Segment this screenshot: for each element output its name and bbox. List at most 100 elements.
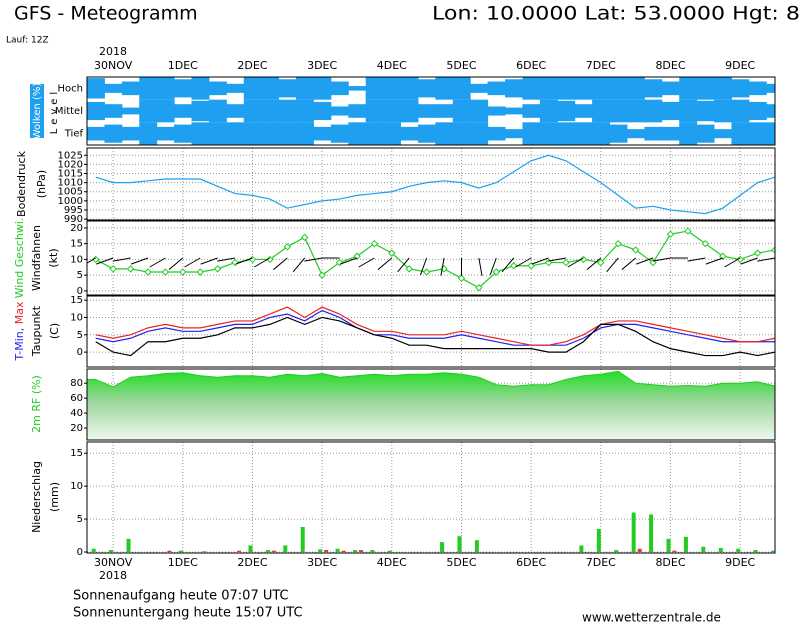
y-tick-label: 80 xyxy=(70,378,83,389)
marker xyxy=(753,249,762,257)
cloud-label: Wolken (%) xyxy=(32,83,43,140)
cloud-cover xyxy=(505,107,523,115)
cloud-cover xyxy=(731,79,750,98)
bar xyxy=(370,550,375,553)
cloud-cover xyxy=(383,122,402,145)
y-tick-label: 1000 xyxy=(58,196,83,207)
cloud-cover xyxy=(470,83,489,93)
bar xyxy=(777,550,781,552)
cloud-cover xyxy=(487,126,506,141)
cloud-cover xyxy=(661,126,680,141)
wind-barb xyxy=(235,257,253,265)
cloud-cover xyxy=(261,122,280,145)
dew-label: Taupunkt xyxy=(30,305,43,357)
wind-barb xyxy=(440,257,445,276)
cloud-cover xyxy=(574,104,593,118)
cloud-cover xyxy=(121,126,140,141)
cloud-cover xyxy=(644,79,663,98)
wind-barb xyxy=(87,257,96,264)
bar xyxy=(474,540,479,553)
wind-barb xyxy=(168,257,184,270)
cloud-cover xyxy=(313,101,332,121)
y-tick-label: 0 xyxy=(77,347,83,358)
marker xyxy=(405,265,413,273)
y-tick-label: 990 xyxy=(64,214,83,225)
cloud-cover xyxy=(278,79,297,98)
y-tick-label: 15 xyxy=(70,295,83,306)
tmin-name: T-Min, xyxy=(13,328,26,362)
cloud-label-box xyxy=(30,84,44,138)
marker xyxy=(109,265,117,273)
cloud-cover xyxy=(696,100,715,122)
bar xyxy=(631,512,636,553)
panel xyxy=(87,369,775,440)
marker xyxy=(457,274,466,283)
y-tick-label: 40 xyxy=(70,408,83,419)
cloud-cover xyxy=(748,122,767,145)
cloud-cover xyxy=(226,104,245,118)
cloud-cover xyxy=(243,77,262,100)
cloud-cover xyxy=(208,122,227,145)
bar xyxy=(271,550,276,553)
wind-barb xyxy=(606,257,619,273)
cloud-cover xyxy=(714,99,732,123)
wind-unit: (kt) xyxy=(47,248,60,267)
cloud-cover xyxy=(539,122,558,145)
cloud-cover xyxy=(557,122,576,145)
x-tick-label: 5DEC xyxy=(446,556,476,569)
cloud-cover xyxy=(400,99,419,123)
cloud-cover xyxy=(330,106,349,116)
marker xyxy=(231,258,239,267)
bar xyxy=(666,538,671,553)
marker xyxy=(684,227,692,235)
cloud-cover xyxy=(121,107,140,115)
sunrise: Sonnenaufgang heute 07:07 UTC xyxy=(73,589,289,604)
wind-barb xyxy=(397,257,410,273)
wind-barb xyxy=(184,257,201,268)
cloud-cover xyxy=(679,122,698,145)
marker xyxy=(301,233,309,242)
cloud-cover xyxy=(365,122,384,145)
panel-frame xyxy=(86,368,776,441)
panel xyxy=(87,77,775,145)
wind-barb xyxy=(304,257,323,262)
cloud-cover xyxy=(191,77,210,100)
year-bottom: 2018 xyxy=(99,569,127,582)
bar xyxy=(324,550,329,553)
bar xyxy=(440,542,445,553)
marker xyxy=(144,268,152,276)
cloud-cover xyxy=(679,77,698,100)
cloud-cover xyxy=(278,99,297,123)
cloud-cover xyxy=(226,83,245,93)
bar xyxy=(614,550,619,553)
wind-speed-name: Wind Geschwi. xyxy=(13,218,26,299)
bar xyxy=(300,526,305,553)
wind-barb xyxy=(757,257,775,262)
panel-frame xyxy=(86,147,776,221)
bar xyxy=(318,549,323,553)
cloud-cover xyxy=(104,124,123,143)
y-tick-label: 60 xyxy=(70,393,83,404)
bar xyxy=(167,550,172,553)
cloud-cover xyxy=(261,77,280,100)
cloud-cover xyxy=(313,126,332,141)
x-tick-label: 9DEC xyxy=(725,59,755,72)
bar xyxy=(91,548,96,553)
x-tick-label: 9DEC xyxy=(725,556,755,569)
x-tick-label: 4DEC xyxy=(377,556,407,569)
wind-barb xyxy=(200,257,218,265)
cloud-cover xyxy=(505,79,523,98)
cloud-cover xyxy=(400,77,419,100)
x-tick-label: 4DEC xyxy=(377,59,407,72)
cloud-cover xyxy=(400,126,419,141)
y-tick-label: 10 xyxy=(70,312,83,323)
cloud-cover xyxy=(87,78,105,99)
wind-barb xyxy=(149,257,166,268)
x-tick-label: 2DEC xyxy=(237,59,267,72)
bar xyxy=(358,550,363,553)
dew-name: Taupunkt xyxy=(30,305,43,357)
cloud-cover xyxy=(452,122,471,145)
x-tick-label: 2DEC xyxy=(237,556,267,569)
cloud-cover xyxy=(383,77,402,100)
